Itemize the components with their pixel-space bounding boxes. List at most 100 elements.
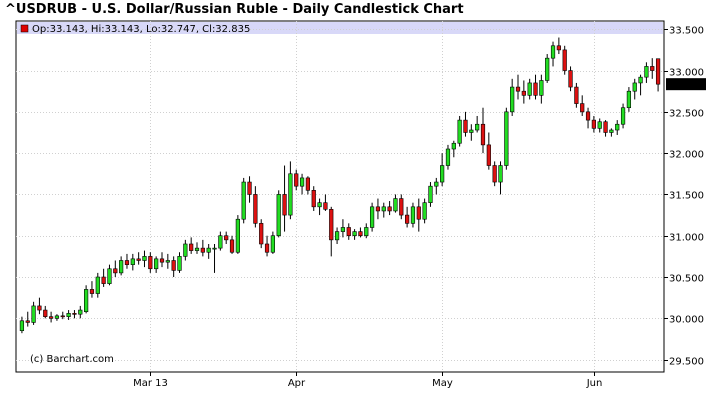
- candle-body: [54, 315, 60, 319]
- candle-body: [66, 313, 71, 317]
- candle-body: [72, 313, 77, 315]
- candle-body: [650, 66, 655, 71]
- candle-body: [95, 276, 100, 294]
- candle-body: [247, 181, 252, 195]
- credit-text: (c) Barchart.com: [30, 354, 114, 365]
- candle-body: [510, 86, 515, 113]
- candle-body: [475, 123, 480, 131]
- candle-body: [469, 129, 474, 133]
- candle-body: [533, 82, 538, 96]
- candle-body: [177, 256, 182, 271]
- candle-body: [480, 123, 486, 146]
- candle-body: [451, 142, 456, 150]
- candle-body: [200, 247, 205, 253]
- candle-body: [165, 260, 170, 263]
- candle-body: [311, 190, 316, 208]
- candle-body: [340, 227, 346, 232]
- candle-body: [101, 276, 106, 284]
- candle-body: [550, 45, 556, 59]
- candle-body: [591, 119, 596, 129]
- candle-body: [270, 235, 275, 253]
- candle-body: [282, 194, 287, 216]
- candle-body: [194, 247, 200, 251]
- candle-body: [609, 129, 614, 133]
- candle-body: [585, 111, 591, 121]
- candle-body: [19, 320, 25, 332]
- candle-body: [107, 268, 112, 284]
- candle-body: [492, 165, 497, 183]
- candle-body: [498, 165, 503, 183]
- candle-body: [346, 227, 351, 237]
- candle-body: [644, 66, 649, 78]
- candle-body: [43, 309, 48, 317]
- candle-body: [416, 206, 421, 220]
- candle-body: [445, 148, 451, 166]
- y-tick-label: 31.500: [669, 191, 704, 202]
- candle-body: [463, 119, 468, 133]
- candles: [19, 37, 661, 334]
- ohlc-swatch: [20, 24, 29, 33]
- candle-body: [364, 227, 369, 237]
- candle-body: [381, 206, 386, 212]
- candle-body: [655, 58, 661, 85]
- candle-body: [334, 231, 340, 241]
- y-tick-label: 31.000: [669, 233, 704, 244]
- candle-body: [60, 315, 65, 318]
- candle-body: [539, 80, 544, 96]
- y-tick-label: 33.000: [669, 68, 704, 79]
- chart-title: ^USDRUB - U.S. Dollar/Russian Ruble - Da…: [5, 2, 464, 17]
- last-price-label: 32.835: [668, 80, 703, 91]
- ohlc-strip: [17, 22, 663, 34]
- candle-body: [626, 90, 632, 109]
- candle-body: [329, 209, 334, 241]
- candle-body: [119, 260, 124, 274]
- candle-body: [405, 214, 410, 224]
- candle-body: [556, 45, 561, 51]
- x-axis: Mar 13AprMayJunJulAug: [133, 372, 602, 389]
- ohlc-readout: Op:33.143, Hi:33.143, Lo:32.747, Cl:32.8…: [32, 24, 250, 35]
- candle-body: [568, 70, 573, 88]
- candle-body: [235, 218, 240, 253]
- candle-body: [48, 316, 54, 319]
- candle-body: [323, 202, 328, 210]
- candle-body: [124, 260, 130, 265]
- candle-body: [434, 181, 439, 187]
- y-tick-label: 32.000: [669, 150, 704, 161]
- candle-body: [457, 119, 462, 144]
- candle-body: [259, 223, 264, 245]
- last-price-marker: 32.835: [666, 78, 706, 91]
- candle-body: [142, 256, 147, 261]
- candle-body: [574, 86, 579, 104]
- candle-body: [580, 103, 585, 113]
- candle-body: [78, 309, 83, 315]
- candle-body: [515, 86, 521, 92]
- candle-body: [189, 243, 194, 251]
- candle-body: [358, 231, 363, 237]
- candle-body: [89, 289, 95, 294]
- candle-body: [288, 173, 293, 216]
- last-price-box: [666, 78, 706, 91]
- candle-body: [299, 177, 305, 187]
- candle-body: [37, 305, 42, 311]
- y-tick-label: 29.500: [669, 357, 704, 368]
- candle-body: [276, 194, 281, 237]
- candle-body: [229, 239, 235, 253]
- candle-body: [399, 198, 404, 216]
- y-tick-label: 30.500: [669, 274, 704, 285]
- plot-area: [15, 20, 665, 373]
- candle-body: [206, 247, 211, 253]
- candle-body: [148, 256, 153, 270]
- candle-body: [545, 57, 550, 81]
- x-tick-label: Apr: [288, 378, 306, 389]
- y-tick-label: 33.500: [669, 26, 704, 37]
- candle-body: [632, 82, 637, 92]
- candle-body: [486, 144, 491, 166]
- y-axis: 29.500 30.000 30.500 31.000 31.500 32.000 32.5…: [664, 26, 704, 368]
- candle-body: [638, 76, 643, 84]
- candle-body: [218, 235, 223, 249]
- candle-body: [183, 243, 188, 257]
- candle-body: [264, 243, 270, 253]
- candle-body: [113, 268, 118, 274]
- candle-body: [393, 198, 398, 212]
